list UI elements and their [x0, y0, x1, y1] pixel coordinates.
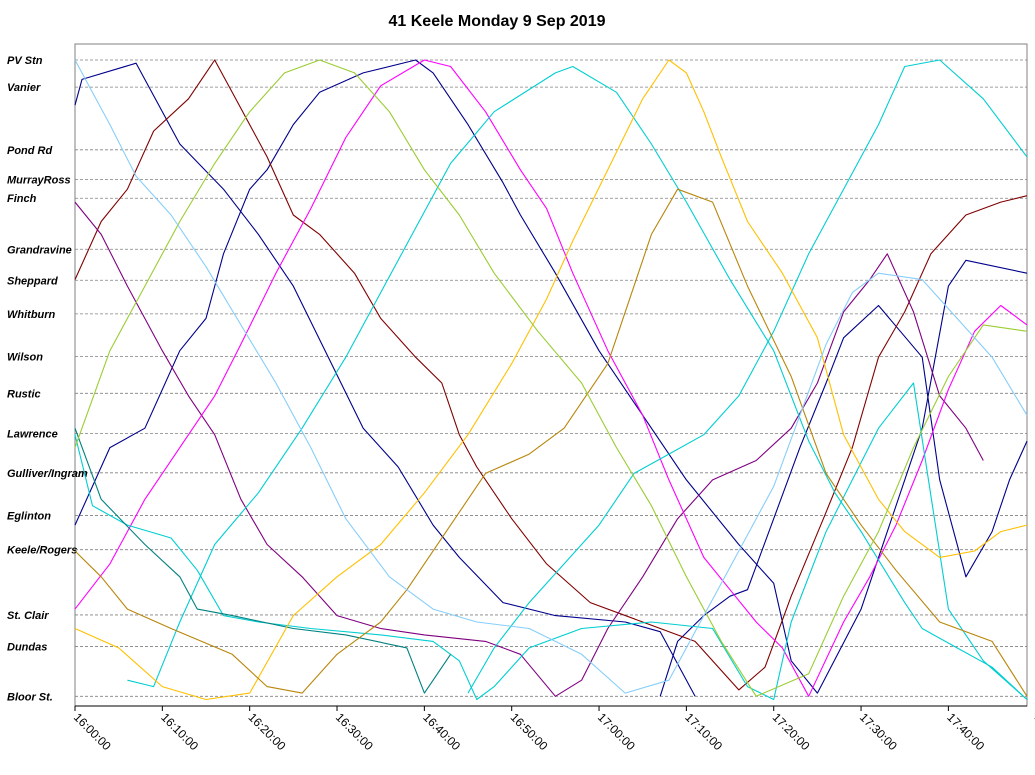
bus-trip-line — [74, 59, 1028, 697]
stop-label: Bloor St. — [7, 691, 53, 703]
bus-trip-line — [74, 62, 696, 697]
stop-gridlines — [75, 59, 1027, 697]
bus-trip-line — [74, 428, 452, 694]
bus-trip-line — [659, 304, 1028, 697]
stop-label: Whitburn — [7, 309, 56, 321]
stop-label: PV Stn — [7, 55, 43, 67]
stop-label: MurrayRoss — [7, 175, 71, 187]
bus-trip-line — [74, 382, 1028, 701]
stop-label: Sheppard — [7, 275, 58, 287]
bus-trip-line — [74, 59, 1028, 697]
bus-trip-line — [74, 59, 1028, 691]
stop-label: Lawrence — [7, 428, 58, 440]
bus-trip-line — [74, 201, 984, 697]
bus-trip-line — [467, 59, 1028, 694]
bus-trip-lines — [74, 59, 1028, 701]
chart-title: 41 Keele Monday 9 Sep 2019 — [389, 13, 606, 30]
stop-label: Vanier — [7, 82, 41, 94]
stop-label: Grandravine — [7, 244, 72, 256]
stop-label: Wilson — [7, 352, 43, 364]
bus-trip-line — [74, 188, 1028, 697]
stop-label: St. Clair — [7, 610, 49, 622]
stop-label: Finch — [7, 193, 37, 205]
stop-labels: PV Stn Vanier Pond Rd MurrayRoss Finch Grandr… — [7, 55, 88, 703]
bus-trip-line — [74, 59, 1028, 694]
stop-label: Rustic — [7, 388, 41, 400]
stop-label: Dundas — [7, 642, 47, 654]
stop-label: Eglinton — [7, 510, 51, 522]
stop-label: Pond Rd — [7, 145, 52, 157]
stop-label: Keele/Rogers — [7, 545, 77, 557]
bus-trip-line — [127, 65, 1028, 700]
bus-trip-line — [74, 59, 1028, 694]
stop-label: Gulliver/Ingram — [7, 468, 88, 480]
